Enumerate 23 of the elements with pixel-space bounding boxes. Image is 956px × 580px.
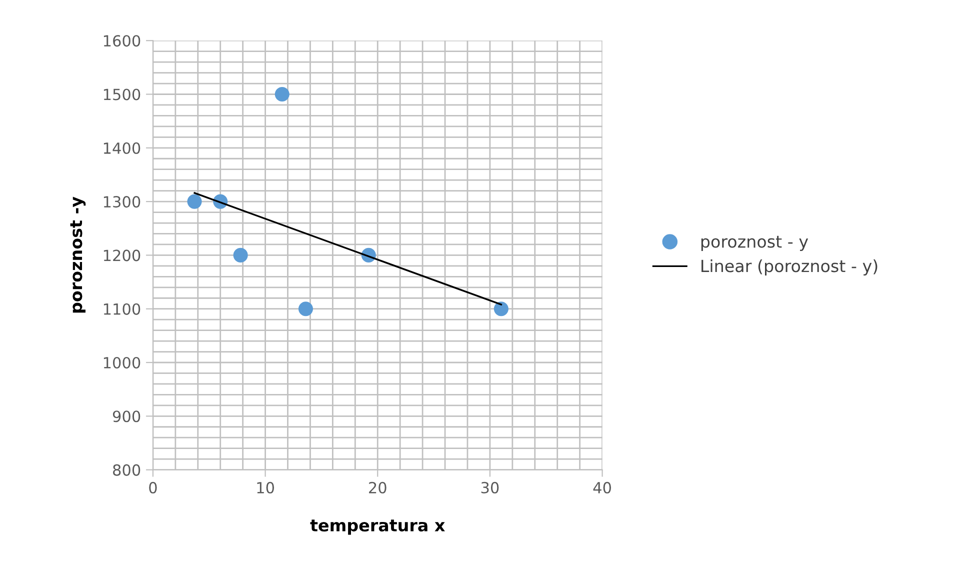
y-axis-title: poroznost -y <box>70 196 86 313</box>
point <box>298 302 314 316</box>
x-tick-label: 20 <box>369 482 386 494</box>
y-tick-label: 800 <box>113 464 140 476</box>
y-tick-label: 1100 <box>104 303 140 315</box>
x-tick-label: 0 <box>149 482 157 494</box>
y-tick-label: 900 <box>112 410 140 422</box>
y-tick-label: 1200 <box>104 250 140 262</box>
legend-label: Linear (poroznost - y) <box>702 259 878 276</box>
y-tick-label: 1000 <box>104 356 140 369</box>
y-tick-label: 1500 <box>104 88 140 100</box>
x-tick-label: 40 <box>593 482 611 494</box>
y-tick-label: 1400 <box>104 142 140 154</box>
point <box>233 248 248 262</box>
y-tick-label: 1600 <box>104 35 140 47</box>
point <box>187 194 202 209</box>
legend-label: poroznost - y <box>701 236 808 252</box>
point <box>494 302 508 316</box>
x-axis-title: temperatura x <box>310 520 445 535</box>
x-tick-label: 30 <box>481 482 499 494</box>
y-tick-label: 1300 <box>104 196 140 208</box>
x-tick-label: 10 <box>257 482 274 494</box>
point <box>274 86 290 102</box>
